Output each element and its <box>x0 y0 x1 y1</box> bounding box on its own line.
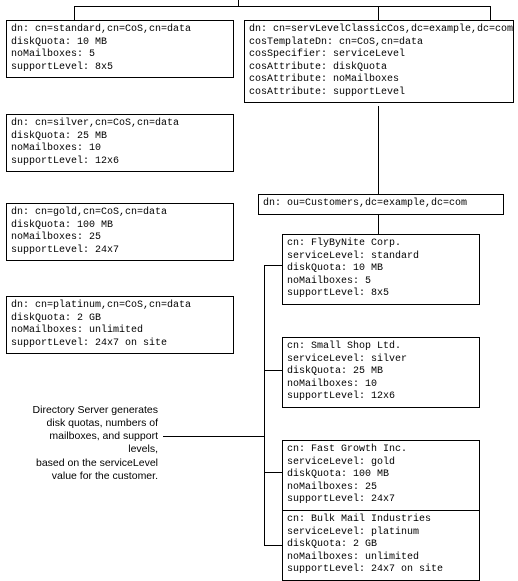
line: diskQuota: 2 GB <box>11 313 101 324</box>
line: serviceLevel: standard <box>287 251 419 262</box>
line: cosAttribute: noMailboxes <box>249 74 399 85</box>
line: dn: cn=gold,cn=CoS,cn=data <box>11 207 167 218</box>
line: cosAttribute: diskQuota <box>249 62 387 73</box>
line: serviceLevel: gold <box>287 457 395 468</box>
line: serviceLevel: platinum <box>287 527 419 538</box>
connector-line <box>163 436 264 437</box>
line: dn: cn=silver,cn=CoS,cn=data <box>11 118 179 129</box>
line: diskQuota: 10 MB <box>11 37 107 48</box>
customer-fastgrowth-box: cn: Fast Growth Inc. serviceLevel: gold … <box>282 440 480 511</box>
line: diskQuota: 25 MB <box>287 366 383 377</box>
line: noMailboxes: 10 <box>11 143 101 154</box>
line: diskQuota: 2 GB <box>287 539 377 550</box>
connector-line <box>264 265 265 545</box>
note-line: disk quotas, numbers of <box>18 417 158 430</box>
line: supportLevel: 12x6 <box>11 156 119 167</box>
line: noMailboxes: unlimited <box>11 325 143 336</box>
line: noMailboxes: 25 <box>287 482 377 493</box>
line: cosSpecifier: serviceLevel <box>249 49 405 60</box>
line: cosTemplateDn: cn=CoS,cn=data <box>249 37 423 48</box>
connector-line <box>378 106 379 194</box>
cos-silver-box: dn: cn=silver,cn=CoS,cn=data diskQuota: … <box>6 114 234 172</box>
line: diskQuota: 100 MB <box>287 469 389 480</box>
line: noMailboxes: unlimited <box>287 552 419 563</box>
connector-line <box>378 6 379 20</box>
line: dn: cn=platinum,cn=CoS,cn=data <box>11 300 191 311</box>
line: supportLevel: 8x5 <box>11 62 113 73</box>
note-line: value for the customer. <box>18 470 158 483</box>
line: dn: cn=servLevelClassicCos,dc=example,dc… <box>249 24 513 35</box>
note-line: Directory Server generates <box>18 404 158 417</box>
line: supportLevel: 24x7 on site <box>287 564 443 575</box>
connector-line <box>264 370 282 371</box>
line: supportLevel: 24x7 <box>287 494 395 505</box>
line: supportLevel: 12x6 <box>287 391 395 402</box>
line: cn: Bulk Mail Industries <box>287 514 431 525</box>
line: noMailboxes: 5 <box>11 49 95 60</box>
line: noMailboxes: 10 <box>287 379 377 390</box>
connector-line <box>264 472 282 473</box>
customer-smallshop-box: cn: Small Shop Ltd. serviceLevel: silver… <box>282 337 480 408</box>
line: diskQuota: 100 MB <box>11 220 113 231</box>
note-line: mailboxes, and support levels, <box>18 430 158 456</box>
connector-line <box>74 6 490 7</box>
line: noMailboxes: 5 <box>287 276 371 287</box>
line: serviceLevel: silver <box>287 354 407 365</box>
line: noMailboxes: 25 <box>11 232 101 243</box>
cos-definition-box: dn: cn=servLevelClassicCos,dc=example,dc… <box>244 20 514 103</box>
line: supportLevel: 24x7 on site <box>11 338 167 349</box>
line: cn: FlyByNite Corp. <box>287 238 401 249</box>
connector-line <box>74 6 75 20</box>
line: supportLevel: 24x7 <box>11 245 119 256</box>
cos-standard-box: dn: cn=standard,cn=CoS,cn=data diskQuota… <box>6 20 234 78</box>
customer-bulkmail-box: cn: Bulk Mail Industries serviceLevel: p… <box>282 510 480 581</box>
explanation-note: Directory Server generates disk quotas, … <box>18 404 158 483</box>
connector-line <box>264 545 282 546</box>
customers-ou-box: dn: ou=Customers,dc=example,dc=com <box>258 194 504 215</box>
line: dn: ou=Customers,dc=example,dc=com <box>263 198 467 209</box>
line: diskQuota: 25 MB <box>11 131 107 142</box>
line: dn: cn=standard,cn=CoS,cn=data <box>11 24 191 35</box>
cos-platinum-box: dn: cn=platinum,cn=CoS,cn=data diskQuota… <box>6 296 234 354</box>
line: cn: Fast Growth Inc. <box>287 444 407 455</box>
customer-flybynite-box: cn: FlyByNite Corp. serviceLevel: standa… <box>282 234 480 305</box>
connector-line <box>490 6 491 20</box>
note-line: based on the serviceLevel <box>18 457 158 470</box>
line: cosAttribute: supportLevel <box>249 87 405 98</box>
line: diskQuota: 10 MB <box>287 263 383 274</box>
line: cn: Small Shop Ltd. <box>287 341 401 352</box>
connector-line <box>238 0 239 6</box>
cos-gold-box: dn: cn=gold,cn=CoS,cn=data diskQuota: 10… <box>6 203 234 261</box>
line: supportLevel: 8x5 <box>287 288 389 299</box>
